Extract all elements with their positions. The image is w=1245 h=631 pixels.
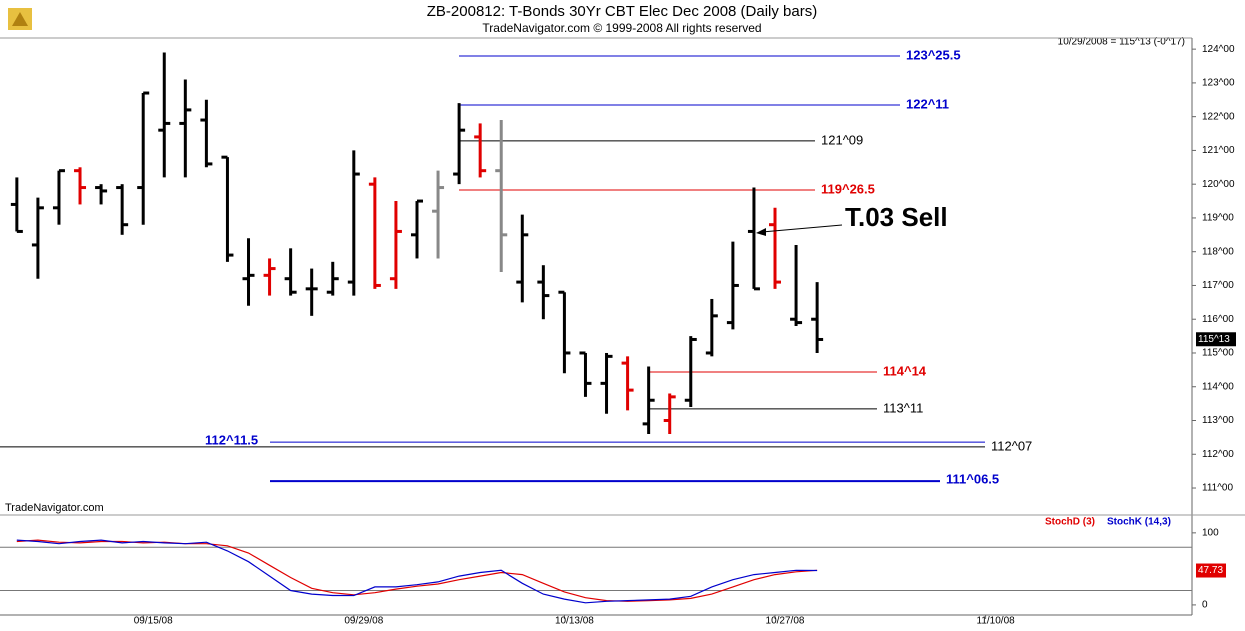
y-tick-label: 113^00 [1202, 415, 1234, 426]
annotation: T.03 Sell [845, 202, 948, 232]
level-label: 113^11 [883, 400, 923, 415]
annotation-arrow [761, 224, 843, 233]
y-tick-label: 121^00 [1202, 145, 1235, 156]
y-tick-label: 117^00 [1202, 280, 1234, 291]
x-tick-label: 09/29/08 [344, 616, 383, 627]
y-tick-label: 122^00 [1202, 111, 1235, 122]
last-value-box [1196, 563, 1226, 578]
y-tick-label: 116^00 [1202, 314, 1234, 325]
y-tick-label: 114^00 [1202, 381, 1234, 392]
x-tick-label: 11/10/08 [977, 616, 1016, 627]
stoch-line [16, 539, 818, 604]
x-tick-label: 09/15/08 [134, 616, 173, 627]
legend-label: StochK (14,3) [1107, 517, 1171, 528]
subtitle: TradeNavigator.com © 1999-2008 All right… [482, 21, 761, 35]
level-label: 111^06.5 [946, 472, 999, 487]
level-label: 122^11 [906, 96, 949, 111]
chart-title: ZB-200812: T-Bonds 30Yr CBT Elec Dec 200… [427, 3, 817, 20]
last-value-label: 47.73 [1198, 565, 1223, 576]
y-tick-label: 123^00 [1202, 78, 1235, 89]
level-label: 121^09 [821, 132, 863, 147]
last-price-label: 115^13 [1198, 334, 1230, 345]
y-tick-label: 0 [1202, 600, 1208, 611]
y-tick-label: 112^00 [1202, 449, 1234, 460]
stoch-line [16, 539, 818, 602]
x-tick-label: 10/13/08 [555, 616, 594, 627]
source: TradeNavigator.com [5, 502, 104, 514]
last-price-box [1196, 332, 1236, 347]
y-tick-label: 124^00 [1202, 44, 1235, 55]
y-tick-label: 119^00 [1202, 213, 1234, 224]
y-tick-label: 100 [1202, 527, 1219, 538]
level-label: 112^11.5 [205, 433, 258, 448]
logo-mark [12, 12, 28, 26]
x-tick-label: 10/27/08 [766, 616, 805, 627]
level-label: 123^25.5 [906, 47, 961, 62]
y-tick-label: 111^00 [1202, 483, 1233, 494]
annotation-arrowhead [756, 228, 766, 236]
level-label: 112^07 [991, 438, 1032, 453]
info: 10/29/2008 = 115^13 (-0^17) [1058, 37, 1185, 48]
legend-label: StochD (3) [1045, 517, 1095, 528]
logo [8, 8, 32, 30]
y-tick-label: 118^00 [1202, 246, 1234, 257]
y-tick-label: 115^00 [1202, 348, 1234, 359]
level-label: 119^26.5 [821, 181, 875, 196]
y-tick-label: 120^00 [1202, 179, 1235, 190]
level-label: 114^14 [883, 363, 927, 378]
